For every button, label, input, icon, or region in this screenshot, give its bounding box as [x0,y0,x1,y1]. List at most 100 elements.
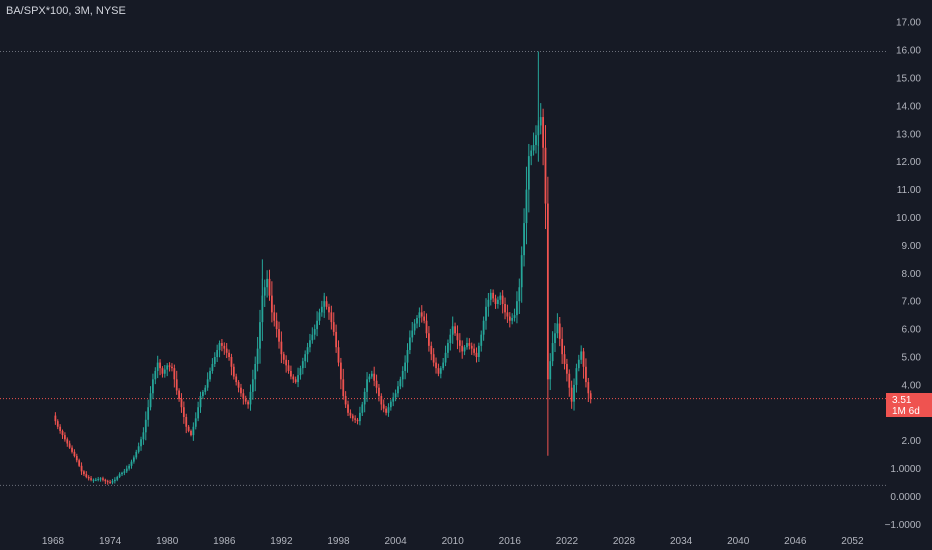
candle-body [66,439,69,444]
candle-body [366,379,368,392]
candle-body [166,365,169,370]
candle-body [71,447,73,452]
candle-body [442,362,445,369]
candle-body [251,379,254,392]
candle-body [201,391,204,397]
candle-body [530,150,533,157]
candle-body [378,387,380,397]
candle-body [61,430,64,436]
candle-body [244,398,247,402]
candle-body [147,407,150,420]
candle-body [285,359,288,366]
candle-body [311,334,314,341]
candle-body [282,354,285,360]
candle-body [539,117,542,126]
candle-body [263,287,266,296]
candle-body [542,117,545,148]
candle-body [149,393,152,408]
candle-body [577,359,580,369]
x-tick-label: 1998 [327,536,350,547]
candle-body [187,426,190,431]
y-axis[interactable]: 17.00 16.00 15.00 14.00 13.00 12.00 11.00 10.00… [885,18,922,531]
candle-body [554,333,556,344]
candle-body [280,341,283,355]
candle-body [432,354,435,363]
candle-body [406,350,409,363]
candle-body [83,471,85,475]
candle-body [56,421,59,427]
candle-body [294,379,297,383]
candle-body [78,460,81,466]
y-tick-label: 13.00 [896,129,921,140]
candle-body [173,368,176,380]
candle-body [159,362,161,369]
candle-body [154,370,157,380]
candle-body [168,365,171,367]
candle-body [385,408,387,413]
candle-body [273,312,276,321]
candle-body [137,446,140,452]
candle-body [94,479,97,481]
candle-body [106,481,109,483]
candle-body [589,393,592,399]
candle-body [182,407,185,417]
candle-body [270,295,273,313]
candle-body [373,373,376,381]
candle-body [328,306,330,313]
candle-body [330,312,333,323]
candle-body [447,343,449,353]
y-tick-label: 6.00 [902,325,922,336]
candle-body [520,255,523,288]
candle-body [492,292,495,299]
candle-body [473,348,476,353]
candle-body [99,478,102,480]
last-price-tag: 3.51 1M 6d [886,393,932,417]
candle-body [482,320,485,335]
candle-body [228,352,230,357]
candle-body [573,384,575,402]
candle-body [451,326,454,335]
candle-body [325,301,328,307]
candle-body [109,481,111,483]
y-tick-label: 16.00 [896,46,921,57]
candle-body [456,333,459,341]
candle-body [508,316,511,321]
candle-body [313,329,316,335]
candle-body [411,330,414,338]
candle-body [568,373,571,388]
candle-body [128,465,131,469]
candle-body [287,365,290,371]
x-tick-label: 1974 [99,536,122,547]
y-tick-label: 4.00 [902,380,922,391]
candle-body [197,407,200,419]
candle-body [349,412,352,416]
candle-body [397,386,399,394]
candle-body [237,382,240,388]
price-tag-box [886,393,932,417]
candle-body [428,333,430,346]
candle-body [408,337,411,351]
price-tag-countdown: 1M 6d [892,406,920,417]
candle-body [125,468,128,472]
candle-body [458,340,461,346]
candle-body [418,312,421,318]
candles [54,51,592,485]
candle-body [275,320,278,330]
candle-body [206,379,209,388]
candle-body [420,312,423,317]
candle-body [363,391,366,405]
x-axis[interactable]: 1968 1974 1980 1986 1992 1998 2004 2010 2016 2022… [42,536,864,547]
x-tick-label: 2004 [384,536,407,547]
candle-body [113,479,116,482]
candle-body [347,404,349,413]
candle-body [375,380,378,388]
candle-body [80,465,83,472]
candle-body [152,379,154,394]
candle-body [558,323,561,339]
candle-body [380,396,383,405]
candle-body [299,368,302,376]
candle-body [501,295,504,304]
candle-body [435,362,437,369]
candle-body [140,439,142,447]
